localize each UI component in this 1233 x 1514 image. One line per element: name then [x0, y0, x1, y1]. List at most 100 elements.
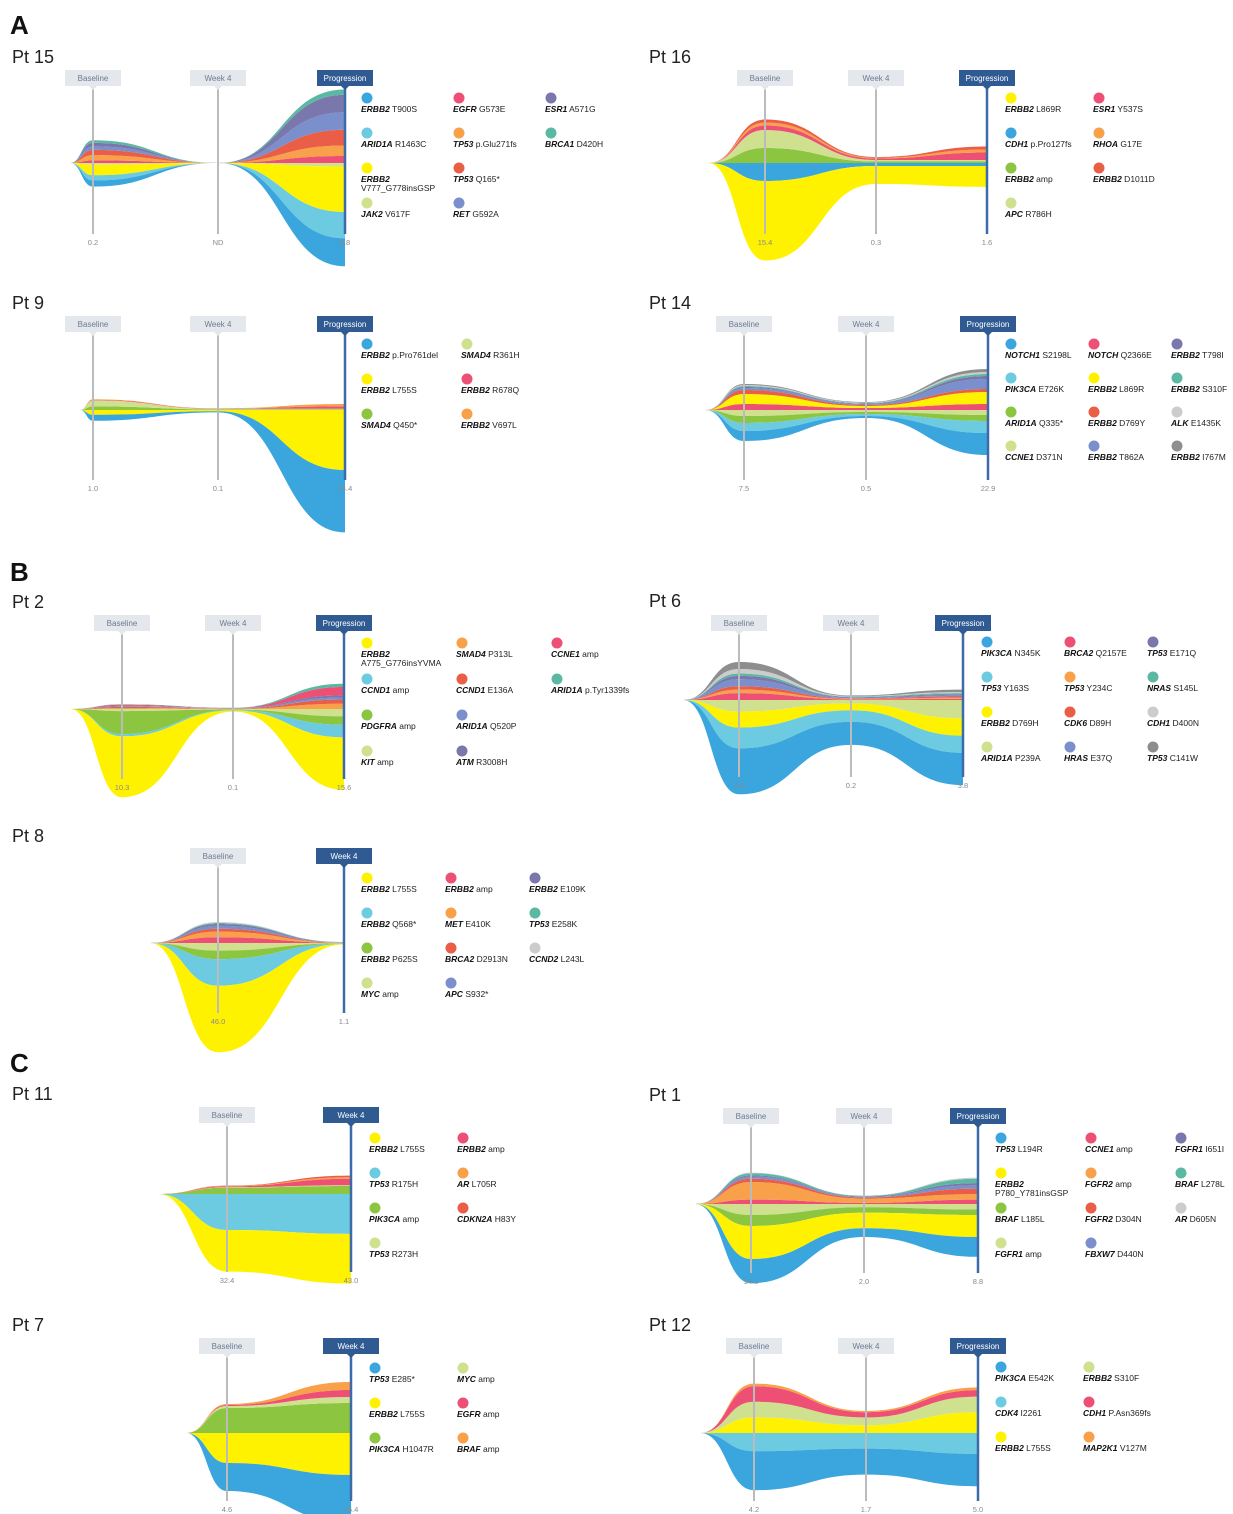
- band-arid1a-p239a: [683, 700, 963, 719]
- band-arid1a-p-tyr1339fs: [70, 683, 344, 709]
- legend-label: NOTCH1 S2198L: [1005, 350, 1072, 360]
- legend-item: TP53 C141W: [1147, 741, 1198, 763]
- band-pik3ca-amp: [158, 1186, 351, 1194]
- legend-swatch: [361, 745, 373, 757]
- legend-swatch: [1093, 162, 1105, 174]
- band-pik3ca-h1047r: [186, 1403, 351, 1433]
- legend-label: FGFR1 I651I: [1175, 1144, 1224, 1154]
- timepoint-label: Week 4: [338, 1342, 366, 1351]
- timepoint-tag-pointer: [347, 1123, 355, 1127]
- ctdna-value: 1.6: [982, 238, 992, 247]
- legend-item: SMAD4 R361H: [461, 338, 520, 360]
- patient-label: Pt 7: [12, 1315, 44, 1335]
- legend-swatch: [1171, 406, 1183, 418]
- legend-label: NRAS S145L: [1147, 683, 1198, 693]
- patient-label: Pt 15: [12, 47, 54, 67]
- legend-item: ERBB2 V777_G778insGSP: [361, 162, 436, 193]
- stream-bands: [70, 683, 344, 798]
- ctdna-value: 2.0: [859, 1277, 869, 1286]
- panel-pt-12: Pt 12 Baseline 4.2 Week 4 1.7 Progression 5.0 P…: [649, 1315, 1151, 1514]
- timepoint-label: Week 4: [851, 1112, 879, 1121]
- timepoint-tag-baseline: [723, 1108, 779, 1124]
- legend-label: ERBB2 D1011D: [1093, 174, 1155, 184]
- ctdna-value: 46.0: [211, 1017, 226, 1026]
- legend-label: ERBB2 D769Y: [1088, 418, 1145, 428]
- band-tp53-e285: [186, 1433, 351, 1514]
- timepoint-tag-pointer: [974, 1354, 982, 1358]
- timepoint-tag-progression: [960, 316, 1016, 332]
- legend-label: CCNE1 amp: [1085, 1144, 1133, 1154]
- band-ccne1-d371n: [705, 410, 988, 416]
- legend-swatch: [457, 1432, 469, 1444]
- ctdna-value: 0.1: [213, 484, 223, 493]
- timepoint-tag-pointer: [229, 631, 237, 635]
- timepoint-tag-progression: [959, 70, 1015, 86]
- legend-label: ERBB2 Q568*: [361, 919, 417, 929]
- legend-item: BRAF amp: [457, 1432, 500, 1454]
- band-cdh1-p-asn369fs: [700, 1386, 978, 1433]
- patient-label: Pt 2: [12, 592, 44, 612]
- band-erbb2-a775-g776insyvma: [70, 709, 344, 798]
- legend-swatch: [529, 942, 541, 954]
- timepoint-tag-progression: [950, 1338, 1006, 1354]
- legend-label: APC S932*: [444, 989, 489, 999]
- legend-swatch: [1088, 440, 1100, 452]
- legend-swatch: [981, 636, 993, 648]
- legend-item: PIK3CA N345K: [981, 636, 1041, 658]
- ctdna-value: 0.1: [228, 783, 238, 792]
- stream-bands: [700, 1383, 978, 1491]
- legend-label: ARID1A Q335*: [1004, 418, 1064, 428]
- band-erbb2-l755s: [150, 943, 344, 1053]
- legend-label: MAP2K1 V127M: [1083, 1443, 1147, 1453]
- band-kit-amp: [70, 709, 344, 717]
- legend-swatch: [529, 907, 541, 919]
- band-jak2-v617f: [70, 163, 345, 167]
- band-pik3ca-n345k: [683, 700, 963, 795]
- band-apc-s932: [150, 925, 344, 943]
- legend-label: BRCA2 Q2157E: [1064, 648, 1127, 658]
- legend-swatch: [456, 673, 468, 685]
- legend-item: FGFR2 amp: [1085, 1167, 1132, 1189]
- legend-label: BRAF amp: [457, 1444, 500, 1454]
- legend-label: TP53 R175H: [369, 1179, 418, 1189]
- timepoint-tag-baseline: [94, 615, 150, 631]
- band-esr1-y537s: [708, 125, 987, 163]
- legend-item: NRAS S145L: [1147, 671, 1198, 693]
- timepoint-tag-pointer: [860, 1124, 868, 1128]
- legend-item: CDK4 I2261: [995, 1396, 1042, 1418]
- legend-label: CDH1 P.Asn369fs: [1083, 1408, 1151, 1418]
- band-tp53-p-glu271fs: [70, 145, 345, 163]
- legend-item: ALK E1435K: [1170, 406, 1221, 428]
- stream-bands: [705, 369, 988, 455]
- timepoint-tag-pointer: [214, 332, 222, 336]
- band-brca1-d420h: [70, 89, 345, 163]
- legend-item: ERBB2 L755S: [361, 872, 417, 894]
- legend-item: EGFR amp: [457, 1397, 500, 1419]
- band-smad4-p313l: [70, 703, 344, 709]
- legend-swatch: [545, 127, 557, 139]
- ctdna-value: 8.8: [973, 1277, 983, 1286]
- timepoint-label: Baseline: [203, 852, 234, 861]
- timepoint-tag-pointer: [214, 86, 222, 90]
- ctdna-value: 1.7: [861, 1505, 871, 1514]
- band-atm-r3008h: [70, 695, 344, 709]
- legend-item: EGFR G573E: [453, 92, 506, 114]
- legend-label: ERBB2 P780_Y781insGSP: [995, 1179, 1069, 1198]
- legend-swatch: [1005, 127, 1017, 139]
- timepoint-tag-pointer: [983, 86, 991, 90]
- legend-item: ARID1A R1463C: [360, 127, 426, 149]
- legend-swatch: [461, 338, 473, 350]
- band-cdk4-i2261: [700, 1433, 978, 1454]
- legend-swatch: [1171, 440, 1183, 452]
- ctdna-value: ND: [213, 238, 224, 247]
- legend-label: ERBB2 T798I: [1171, 350, 1224, 360]
- band-cdk6-d89h: [683, 686, 963, 700]
- legend-item: ESR1 A571G: [545, 92, 596, 114]
- legend-swatch: [445, 977, 457, 989]
- timepoint-label: Progression: [957, 1112, 1000, 1121]
- timepoint-tag-week-4: [323, 1338, 379, 1354]
- legend-item: CCNE1 D371N: [1005, 440, 1063, 462]
- legend-item: ERBB2 amp: [1005, 162, 1053, 184]
- legend-swatch: [361, 338, 373, 350]
- legend-label: CDH1 p.Pro127fs: [1005, 139, 1072, 149]
